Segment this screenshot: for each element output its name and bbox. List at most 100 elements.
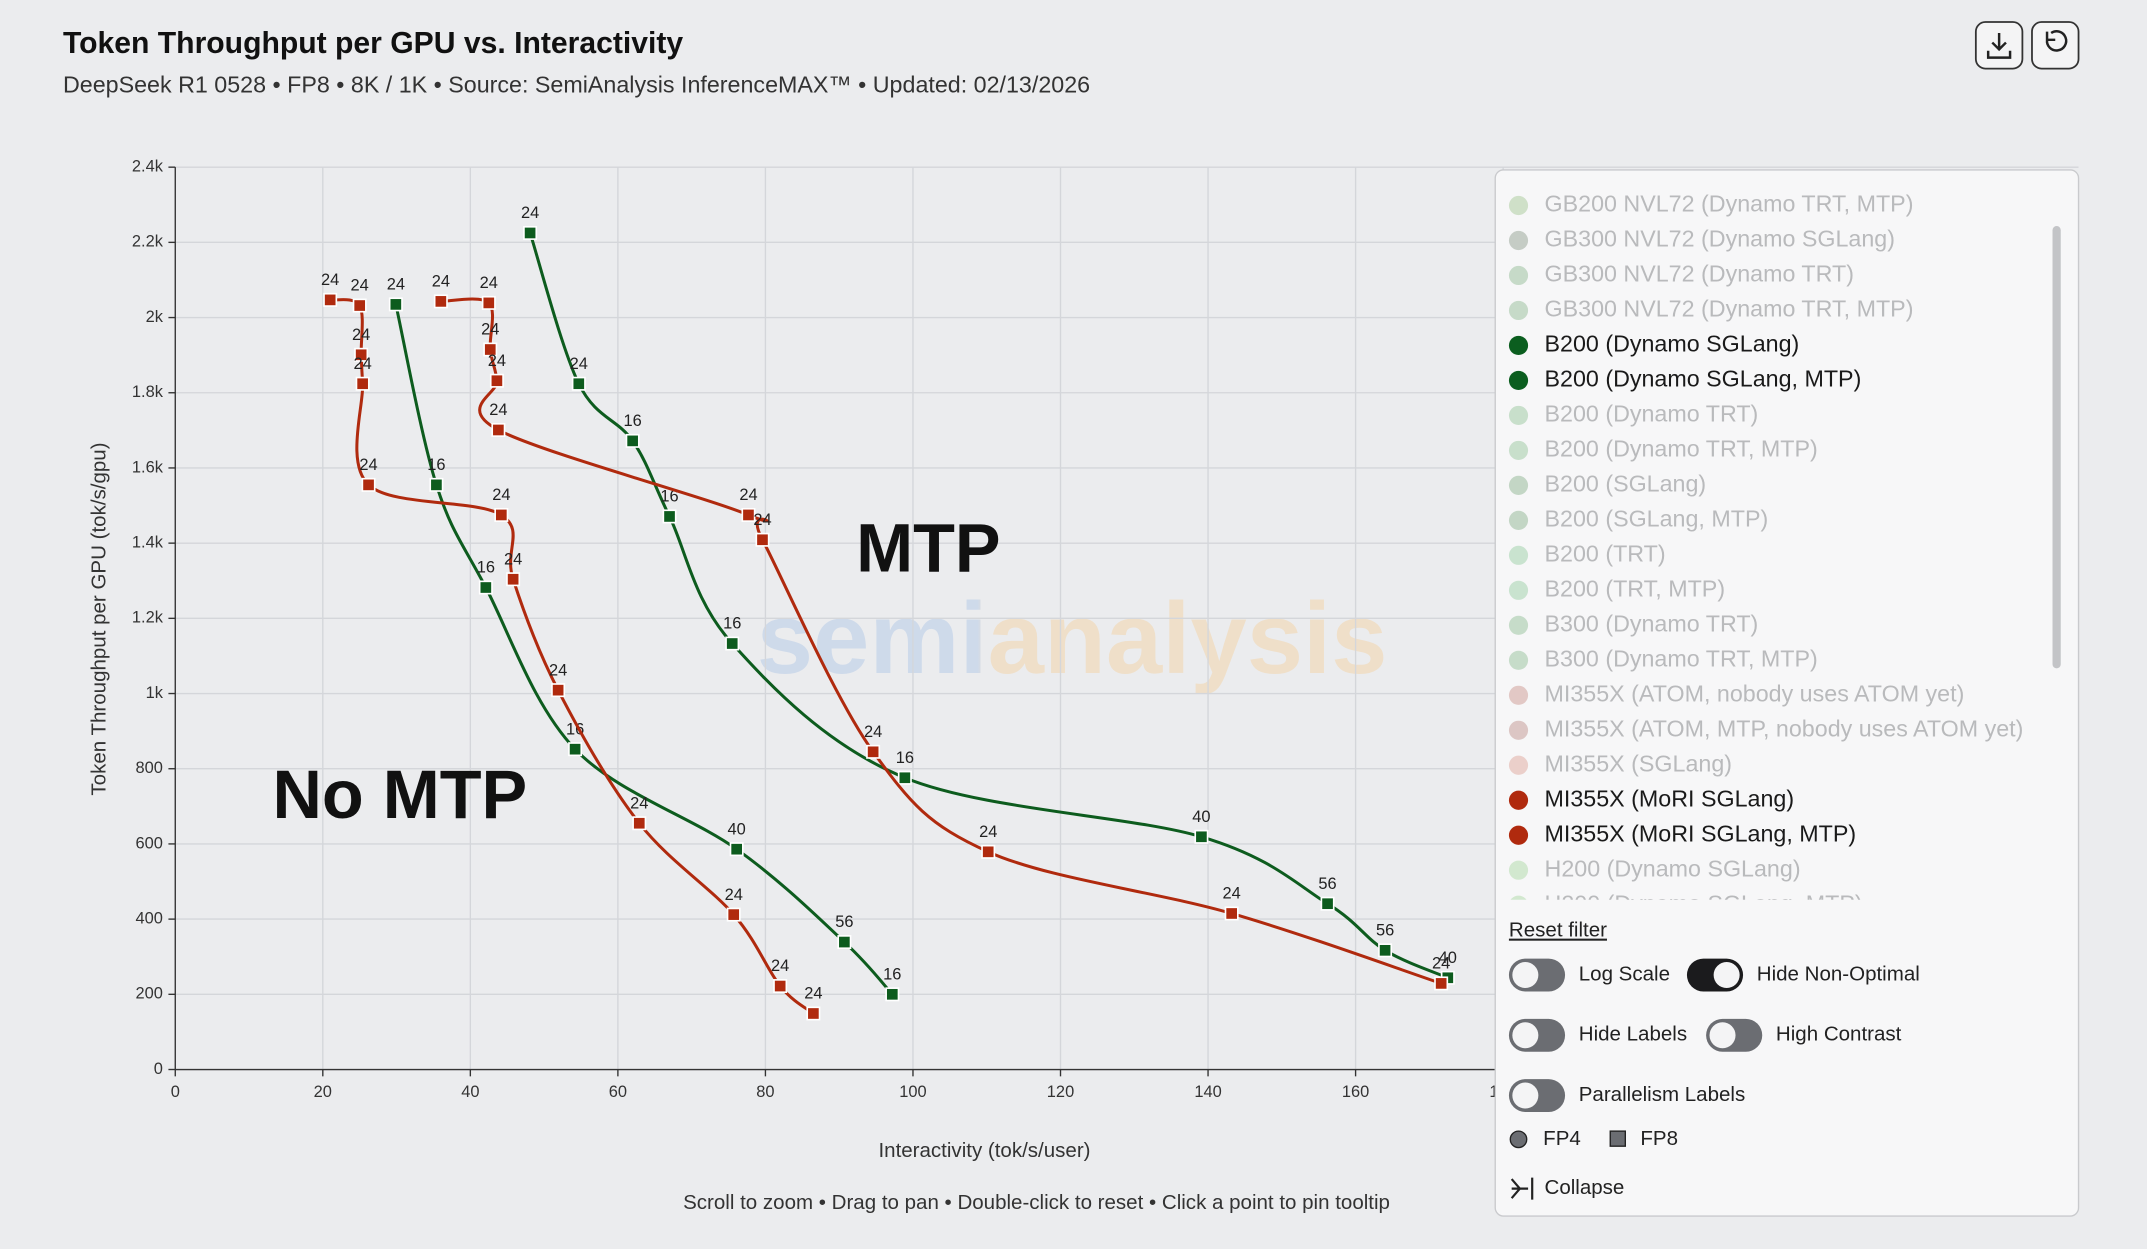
legend-item[interactable]: B200 (Dynamo SGLang, MTP) (1508, 366, 1862, 392)
toggle[interactable]: Log Scale (1508, 958, 1670, 992)
point[interactable] (662, 509, 677, 524)
point[interactable] (1378, 943, 1393, 958)
point[interactable] (726, 907, 741, 922)
scrollbar[interactable] (2052, 226, 2061, 669)
toggle[interactable]: High Contrast (1706, 1018, 1902, 1052)
legend-swatch (1508, 580, 1529, 600)
toggle[interactable]: Hide Non-Optimal (1686, 958, 1920, 992)
point[interactable] (571, 376, 586, 391)
collapse[interactable]: Collapse (1545, 1176, 1625, 1199)
legend-swatch (1508, 755, 1529, 775)
point[interactable] (433, 294, 448, 309)
point[interactable] (551, 683, 566, 698)
collapse-icon (1510, 1177, 1534, 1200)
point[interactable] (483, 342, 498, 357)
point[interactable] (837, 935, 852, 950)
point[interactable] (981, 844, 996, 859)
point[interactable] (568, 742, 583, 757)
point[interactable] (773, 979, 788, 994)
legend-item[interactable]: MI355X (MoRI SGLang) (1508, 785, 1794, 811)
legend-item[interactable]: B200 (Dynamo TRT, MTP) (1508, 436, 1818, 462)
point[interactable] (478, 580, 493, 595)
point[interactable] (741, 507, 756, 522)
legend-item[interactable]: GB300 NVL72 (Dynamo TRT, MTP) (1508, 296, 1914, 322)
point[interactable] (388, 297, 403, 312)
point[interactable] (806, 1006, 821, 1021)
legend-swatch (1508, 300, 1529, 321)
legend-item[interactable]: B300 (Dynamo TRT) (1508, 610, 1758, 636)
point[interactable] (494, 507, 509, 522)
point[interactable] (897, 770, 912, 785)
point[interactable] (489, 373, 504, 388)
toggle[interactable]: Parallelism Labels (1508, 1079, 1745, 1112)
point[interactable] (1194, 829, 1209, 844)
point[interactable] (352, 298, 367, 313)
legend-swatch (1508, 370, 1529, 391)
point-label: 24 (771, 957, 789, 975)
point-label: 24 (739, 486, 757, 504)
legend-item[interactable]: H200 (Dynamo SGLang) (1508, 855, 1801, 881)
point-label: 40 (1192, 808, 1210, 826)
legend-label: B200 (Dynamo TRT, MTP) (1545, 436, 1818, 462)
point-label: 24 (549, 661, 567, 679)
legend-item[interactable]: MI355X (ATOM, nobody uses ATOM yet) (1508, 680, 1964, 706)
legend-label: GB200 NVL72 (Dynamo TRT, MTP) (1545, 191, 1914, 217)
point[interactable] (1434, 976, 1449, 991)
legend-swatch (1508, 860, 1529, 880)
legend-swatch (1508, 195, 1529, 216)
point[interactable] (729, 842, 744, 857)
point[interactable] (506, 572, 521, 587)
legend-label: B200 (Dynamo SGLang, MTP) (1545, 366, 1862, 392)
legend-item[interactable]: MI355X (ATOM, MTP, nobody uses ATOM yet) (1508, 715, 2023, 741)
legend-item[interactable]: B200 (TRT, MTP) (1508, 575, 1725, 601)
point-label: 24 (354, 355, 372, 373)
legend-list: GB200 NVL72 (Dynamo TRT, MTP) GB300 NVL72… (1508, 191, 2023, 916)
point[interactable] (361, 477, 376, 492)
point[interactable] (632, 816, 647, 831)
legend-item[interactable]: H200 (Dynamo SGLang, MTP) (1509, 890, 1863, 916)
legend-swatch (1508, 650, 1529, 670)
point[interactable] (625, 433, 640, 448)
point[interactable] (866, 744, 881, 759)
point[interactable] (885, 987, 900, 1002)
point[interactable] (354, 347, 369, 362)
point[interactable] (491, 422, 506, 437)
point[interactable] (755, 532, 770, 547)
point-label: 56 (1376, 921, 1394, 939)
y-tick-label: 0 (154, 1060, 163, 1078)
point-label: 24 (488, 352, 506, 370)
legend-item[interactable]: B200 (SGLang) (1508, 471, 1706, 497)
point[interactable] (355, 376, 370, 391)
point[interactable] (1224, 906, 1239, 921)
legend-label: GB300 NVL72 (Dynamo TRT) (1545, 261, 1854, 287)
toggle-label: Log Scale (1579, 962, 1670, 985)
legend-item[interactable]: B200 (TRT) (1508, 540, 1666, 566)
legend-item[interactable]: GB200 NVL72 (Dynamo TRT, MTP) (1508, 191, 1914, 217)
point[interactable] (523, 225, 538, 240)
y-tick-label: 1.6k (132, 458, 164, 476)
point[interactable] (429, 477, 444, 492)
point[interactable] (323, 292, 338, 307)
point[interactable] (725, 636, 740, 651)
controls: Log Scale Hide Non-Optimal Hide Labels High… (1508, 958, 1920, 1150)
legend-item[interactable]: MI355X (SGLang) (1508, 750, 1732, 776)
legend-item[interactable]: GB300 NVL72 (Dynamo TRT) (1508, 261, 1854, 287)
legend-item[interactable]: B200 (SGLang, MTP) (1508, 506, 1768, 532)
download-button[interactable] (1974, 21, 2024, 70)
toggle-label: Hide Labels (1579, 1023, 1687, 1046)
reset-filter[interactable]: Reset filter (1509, 919, 1607, 942)
legend-label: B200 (Dynamo SGLang) (1545, 331, 1800, 357)
toggle[interactable]: Hide Labels (1508, 1018, 1687, 1052)
legend-item[interactable]: B200 (Dynamo SGLang) (1508, 331, 1800, 357)
legend-item[interactable]: B300 (Dynamo TRT, MTP) (1508, 645, 1818, 671)
point[interactable] (481, 295, 496, 310)
legend-item[interactable]: MI355X (MoRI SGLang, MTP) (1508, 820, 1856, 846)
legend-item[interactable]: B200 (Dynamo TRT) (1508, 401, 1758, 427)
reset-button[interactable] (2031, 21, 2080, 70)
legend-item[interactable]: GB300 NVL72 (Dynamo SGLang) (1508, 226, 1895, 252)
fp8-marker (1609, 1130, 1626, 1147)
y-axis-label: Token Throughput per GPU (tok/s/gpu) (87, 442, 110, 795)
point[interactable] (1320, 896, 1335, 911)
fp4-marker (1509, 1130, 1528, 1149)
